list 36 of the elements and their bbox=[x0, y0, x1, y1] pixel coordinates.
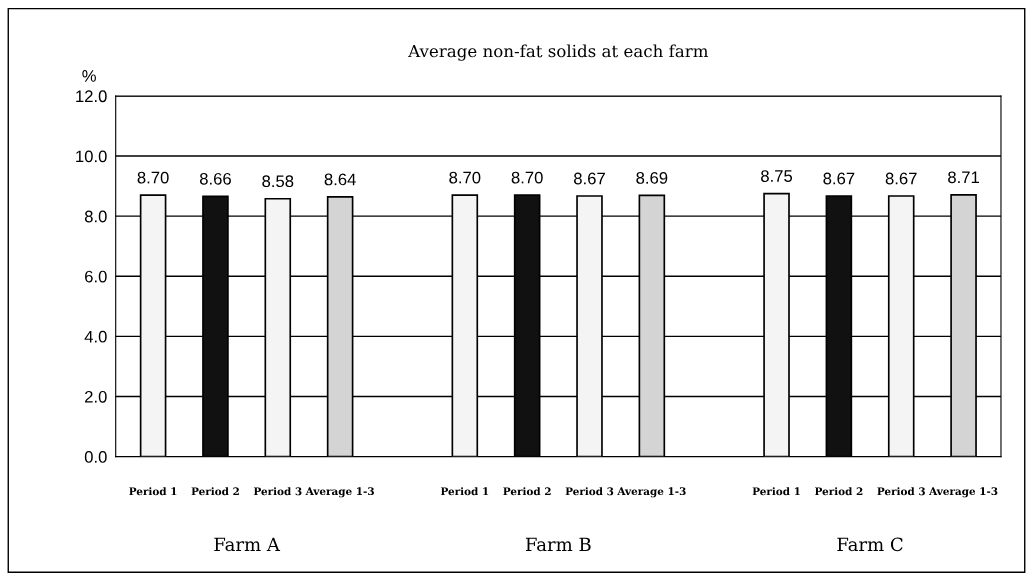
data-label: 8.70 bbox=[449, 171, 481, 184]
y-axis-title: % bbox=[82, 70, 96, 82]
data-label: 8.58 bbox=[262, 175, 294, 188]
x-tick-label: Period 2 bbox=[191, 487, 239, 496]
x-tick-label: Average 1-3 bbox=[617, 487, 686, 498]
y-tick-label: 0.0 bbox=[84, 451, 107, 463]
y-tick-label: 2.0 bbox=[85, 390, 107, 403]
data-label: 8.67 bbox=[823, 172, 855, 185]
y-tick-label: 4.0 bbox=[84, 330, 107, 343]
data-label: 8.71 bbox=[948, 171, 979, 184]
x-tick-label: Period 1 bbox=[129, 487, 177, 496]
y-tick-label: 6.0 bbox=[85, 270, 107, 283]
x-tick-label: Period 3 bbox=[877, 487, 925, 496]
x-tick-label: Period 2 bbox=[503, 487, 551, 496]
data-label: 8.70 bbox=[137, 171, 169, 184]
text: Farm B bbox=[525, 537, 591, 552]
text: Farm A bbox=[214, 537, 281, 552]
data-label: 8.70 bbox=[511, 171, 543, 184]
data-label: 8.67 bbox=[885, 172, 917, 185]
chart-title: Average non-fat solids at each farm bbox=[408, 44, 709, 61]
x-tick-label: Period 1 bbox=[752, 487, 800, 496]
x-tick-label: Period 3 bbox=[253, 487, 302, 496]
x-tick-label: Period 3 bbox=[565, 487, 614, 496]
data-label: 8.75 bbox=[761, 170, 793, 182]
x-tick-label: Period 2 bbox=[815, 487, 863, 496]
text: Farm C bbox=[837, 537, 903, 552]
data-label: 8.66 bbox=[199, 172, 231, 185]
data-label: 8.69 bbox=[636, 172, 668, 184]
y-tick-label: 12.0 bbox=[76, 90, 107, 103]
data-label: 8.67 bbox=[574, 172, 605, 185]
x-tick-label: Average 1-3 bbox=[305, 487, 374, 498]
x-tick-label: Period 1 bbox=[440, 487, 489, 496]
x-tick-label: Average 1-3 bbox=[929, 487, 998, 498]
y-tick-label: 8.0 bbox=[84, 210, 107, 223]
y-tick-label: 10.0 bbox=[76, 150, 107, 163]
data-label: 8.64 bbox=[324, 173, 356, 186]
